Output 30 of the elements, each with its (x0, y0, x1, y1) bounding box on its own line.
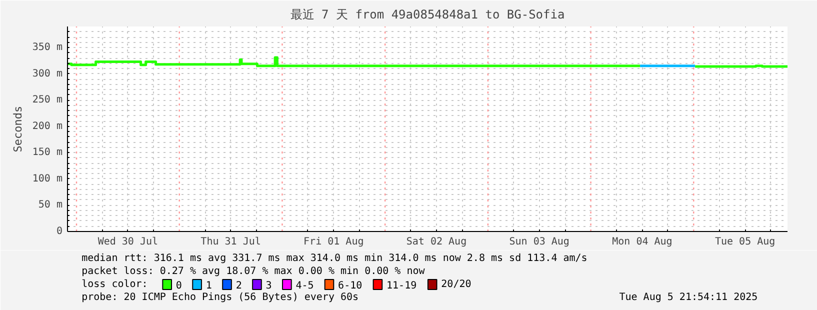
y-tick-label: 250 m (32, 94, 63, 106)
legend-label: 2 (236, 280, 242, 292)
text: packet loss: 0.27 % avg 18.07 % max 0.00 % min 0.00 % now (82, 266, 426, 277)
y-tick-label: 100 m (32, 173, 63, 184)
y-tick-label: 150 m (32, 147, 63, 158)
y-tick-label: 200 m (32, 120, 63, 132)
legend-label: 1 (206, 280, 212, 292)
legend-label: 4-5 (296, 280, 314, 292)
y-tick-label: 0 (56, 226, 63, 237)
legend-title: loss color: (82, 279, 148, 290)
x-tick-label: Tue 05 Aug (714, 236, 776, 248)
x-tick-label: Mon 04 Aug (612, 236, 672, 248)
text: median rtt: 316.1 ms avg 331.7 ms max 314.0 ms min 314.0 ms now 2.8 ms sd 113.4 am/s (82, 253, 588, 264)
text: probe: 20 ICMP Echo Pings (56 Bytes) every 60s (82, 292, 359, 303)
x-tick-label: Fri 01 Aug (304, 236, 364, 248)
x-tick-label: Sat 02 Aug (406, 236, 467, 248)
text: Tue Aug 5 21:54:11 2025 (619, 292, 758, 303)
chart-title: 最近 7 天 from 49a0854848a1 to BG-Sofia (290, 8, 565, 22)
y-tick-label: 350 m (32, 42, 63, 54)
legend-label: 20/20 (441, 279, 472, 290)
x-tick-label: Wed 30 Jul (98, 236, 158, 248)
x-tick-label: Sun 03 Aug (509, 236, 570, 248)
legend-label: 0 (176, 280, 182, 292)
y-tick-label: 300 m (32, 68, 63, 80)
y-axis-title: Seconds (11, 106, 24, 152)
legend-label: 11-19 (386, 280, 417, 292)
x-tick-label: Thu 31 Jul (200, 236, 261, 248)
legend-label: 3 (266, 280, 272, 292)
y-tick-label: 50 m (38, 200, 63, 211)
legend-label: 6-10 (338, 280, 362, 292)
